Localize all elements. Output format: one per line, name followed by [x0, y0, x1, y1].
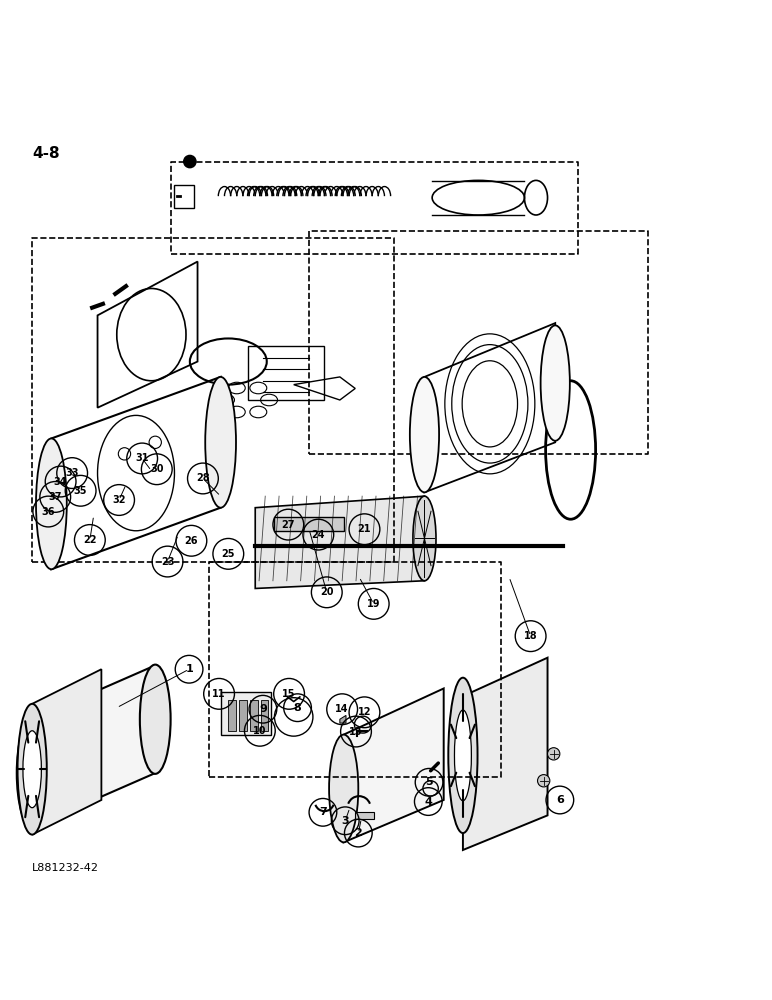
Text: 6: 6: [556, 795, 564, 805]
FancyBboxPatch shape: [250, 700, 258, 731]
Text: 13: 13: [349, 727, 363, 737]
Text: 3: 3: [341, 816, 349, 826]
Polygon shape: [463, 658, 547, 850]
Ellipse shape: [36, 438, 66, 569]
Text: 5: 5: [425, 777, 433, 787]
Ellipse shape: [329, 735, 358, 842]
Text: 30: 30: [150, 464, 164, 474]
Text: 4-8: 4-8: [32, 146, 59, 161]
Circle shape: [184, 155, 196, 168]
Text: 37: 37: [49, 492, 62, 502]
Text: 12: 12: [357, 707, 371, 717]
Circle shape: [537, 775, 550, 787]
FancyBboxPatch shape: [355, 812, 374, 819]
Ellipse shape: [455, 710, 472, 801]
Text: 21: 21: [357, 524, 371, 534]
Polygon shape: [340, 715, 346, 723]
Text: 18: 18: [523, 631, 537, 641]
Text: 28: 28: [196, 473, 210, 483]
Text: 27: 27: [282, 520, 295, 530]
Text: 19: 19: [367, 599, 381, 609]
Polygon shape: [32, 665, 155, 827]
Ellipse shape: [17, 718, 48, 828]
Text: 4: 4: [425, 797, 432, 807]
Ellipse shape: [205, 377, 236, 508]
Ellipse shape: [23, 731, 42, 808]
Text: 8: 8: [293, 703, 301, 713]
Ellipse shape: [18, 704, 47, 835]
FancyBboxPatch shape: [221, 692, 271, 735]
Text: 20: 20: [320, 587, 334, 597]
Circle shape: [547, 748, 560, 760]
Polygon shape: [32, 669, 101, 835]
Ellipse shape: [449, 678, 478, 833]
Ellipse shape: [140, 665, 171, 774]
Text: 36: 36: [42, 507, 55, 517]
Text: 25: 25: [222, 549, 235, 559]
Text: 22: 22: [83, 535, 96, 545]
Polygon shape: [344, 688, 444, 842]
Polygon shape: [32, 688, 93, 827]
Ellipse shape: [413, 496, 436, 581]
FancyBboxPatch shape: [261, 700, 269, 731]
Text: 14: 14: [335, 704, 349, 714]
Ellipse shape: [540, 325, 570, 441]
Text: 1: 1: [185, 664, 193, 674]
Text: 31: 31: [135, 453, 149, 463]
FancyBboxPatch shape: [275, 517, 344, 531]
Text: 2: 2: [354, 828, 362, 838]
Polygon shape: [256, 496, 425, 588]
Text: 34: 34: [54, 477, 67, 487]
FancyBboxPatch shape: [229, 700, 236, 731]
Text: 15: 15: [283, 689, 296, 699]
Text: 35: 35: [74, 486, 87, 496]
Text: 11: 11: [212, 689, 226, 699]
Text: 9: 9: [259, 704, 267, 714]
Ellipse shape: [18, 719, 47, 827]
Text: 26: 26: [185, 536, 198, 546]
Text: 7: 7: [319, 807, 327, 817]
FancyBboxPatch shape: [239, 700, 247, 731]
Text: L881232-42: L881232-42: [32, 863, 99, 873]
Text: 24: 24: [312, 530, 325, 540]
Text: 10: 10: [253, 726, 266, 736]
Text: 33: 33: [66, 468, 79, 478]
Text: 32: 32: [113, 495, 126, 505]
Ellipse shape: [410, 377, 439, 492]
Text: 23: 23: [161, 557, 174, 567]
